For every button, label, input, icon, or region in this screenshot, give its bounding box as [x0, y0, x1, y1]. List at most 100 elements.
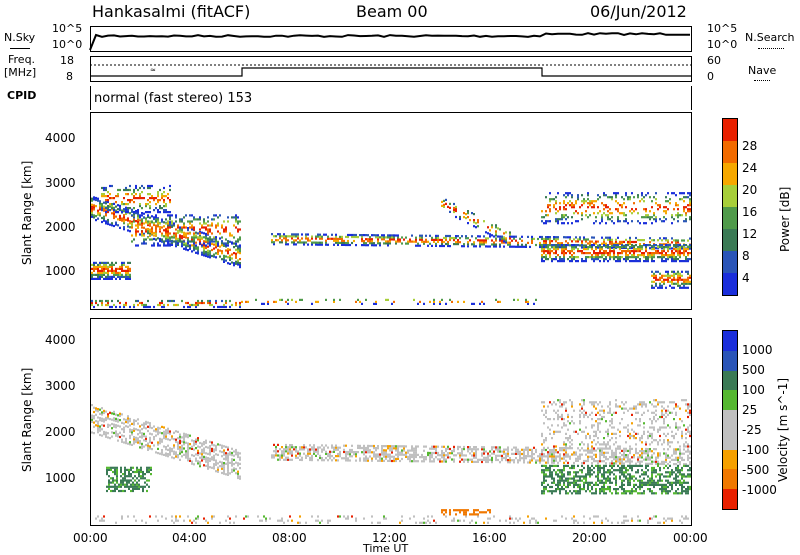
heatmap-cell: [495, 224, 497, 227]
heatmap-cell: [108, 485, 110, 488]
heatmap-cell: [555, 490, 557, 493]
heatmap-cell: [605, 236, 607, 239]
heatmap-cell: [177, 441, 179, 444]
heatmap-cell: [233, 242, 235, 245]
heatmap-cell: [231, 261, 233, 264]
heatmap-cell: [657, 208, 659, 211]
heatmap-cell: [187, 305, 189, 309]
heatmap-cell: [641, 447, 643, 451]
heatmap-cell: [147, 444, 149, 447]
heatmap-cell: [665, 270, 667, 273]
heatmap-cell: [115, 432, 117, 435]
heatmap-cell: [589, 449, 591, 452]
heatmap-cell: [535, 459, 537, 462]
heatmap-cell: [649, 254, 651, 257]
heatmap-cell: [539, 235, 541, 239]
heatmap-cell: [209, 250, 211, 253]
heatmap-cell: [543, 216, 545, 219]
heatmap-cell: [675, 463, 677, 466]
heatmap-cell: [205, 254, 207, 258]
heatmap-cell: [685, 450, 687, 453]
heatmap-cell: [169, 447, 171, 450]
heatmap-cell: [459, 452, 461, 455]
heatmap-cell: [197, 232, 199, 235]
heatmap-cell: [557, 246, 559, 249]
heatmap-cell: [619, 212, 621, 215]
heatmap-cell: [109, 275, 111, 278]
power-cbar-tick-4: 4: [742, 271, 750, 285]
heatmap-cell: [128, 481, 130, 484]
heatmap-cell: [589, 256, 591, 259]
heatmap-cell: [437, 240, 439, 243]
heatmap-cell: [683, 481, 685, 484]
heatmap-cell: [689, 237, 691, 240]
heatmap-cell: [677, 280, 679, 283]
heatmap-cell: [167, 232, 169, 235]
heatmap-cell: [91, 431, 93, 434]
heatmap-cell: [181, 235, 183, 238]
heatmap-cell: [124, 483, 126, 486]
heatmap-cell: [317, 450, 319, 453]
heatmap-cell: [347, 453, 349, 456]
heatmap-cell: [635, 260, 637, 263]
heatmap-cell: [583, 246, 585, 249]
heatmap-cell: [681, 192, 683, 195]
heatmap-cell: [325, 241, 327, 244]
heatmap-cell: [231, 451, 233, 455]
heatmap-cell: [136, 466, 138, 469]
heatmap-cell: [345, 235, 347, 238]
heatmap-cell: [99, 214, 101, 217]
heatmap-cell: [491, 239, 493, 242]
heatmap-cell: [111, 205, 113, 208]
heatmap-cell: [113, 273, 115, 276]
heatmap-cell: [573, 483, 575, 486]
heatmap-cell: [655, 244, 657, 247]
heatmap-cell: [567, 479, 569, 482]
heatmap-cell: [147, 220, 149, 223]
heatmap-cell: [173, 224, 175, 227]
heatmap-cell: [195, 244, 197, 247]
heatmap-cell: [617, 460, 619, 463]
heatmap-cell: [149, 222, 151, 225]
heatmap-cell: [129, 261, 131, 264]
heatmap-cell: [531, 459, 533, 462]
heatmap-cell: [129, 424, 131, 427]
heatmap-cell: [113, 269, 115, 272]
heatmap-cell: [377, 238, 379, 241]
heatmap-cell: [565, 208, 567, 211]
heatmap-cell: [185, 232, 187, 235]
heatmap-cell: [561, 488, 563, 491]
heatmap-cell: [635, 477, 637, 480]
heatmap-cell: [239, 452, 241, 455]
heatmap-cell: [108, 479, 110, 482]
heatmap-cell: [569, 250, 571, 253]
heatmap-cell: [649, 216, 651, 219]
heatmap-cell: [639, 248, 641, 251]
heatmap-cell: [201, 244, 203, 247]
heatmap-cell: [115, 424, 117, 427]
heatmap-cell: [179, 240, 181, 243]
heatmap-cell: [93, 421, 95, 424]
heatmap-cell: [619, 451, 621, 455]
heatmap-cell: [491, 446, 493, 449]
heatmap-cell: [125, 212, 127, 215]
heatmap-cell: [547, 252, 549, 255]
heatmap-cell: [667, 462, 669, 466]
heatmap-cell: [481, 300, 483, 303]
heatmap-cell: [653, 479, 655, 482]
heatmap-cell: [163, 437, 165, 440]
heatmap-cell: [653, 260, 655, 263]
heatmap-cell: [573, 475, 575, 478]
heatmap-cell: [615, 477, 617, 480]
heatmap-cell: [103, 424, 105, 427]
heatmap-cell: [141, 224, 143, 227]
heatmap-cell: [163, 195, 165, 198]
heatmap-cell: [595, 492, 597, 495]
heatmap-cell: [667, 481, 669, 484]
heatmap-cell: [503, 245, 505, 248]
heatmap-cell: [585, 258, 587, 261]
heatmap-cell: [159, 427, 161, 430]
heatmap-cell: [607, 214, 609, 217]
heatmap-cell: [651, 460, 653, 463]
heatmap-cell: [363, 457, 365, 460]
